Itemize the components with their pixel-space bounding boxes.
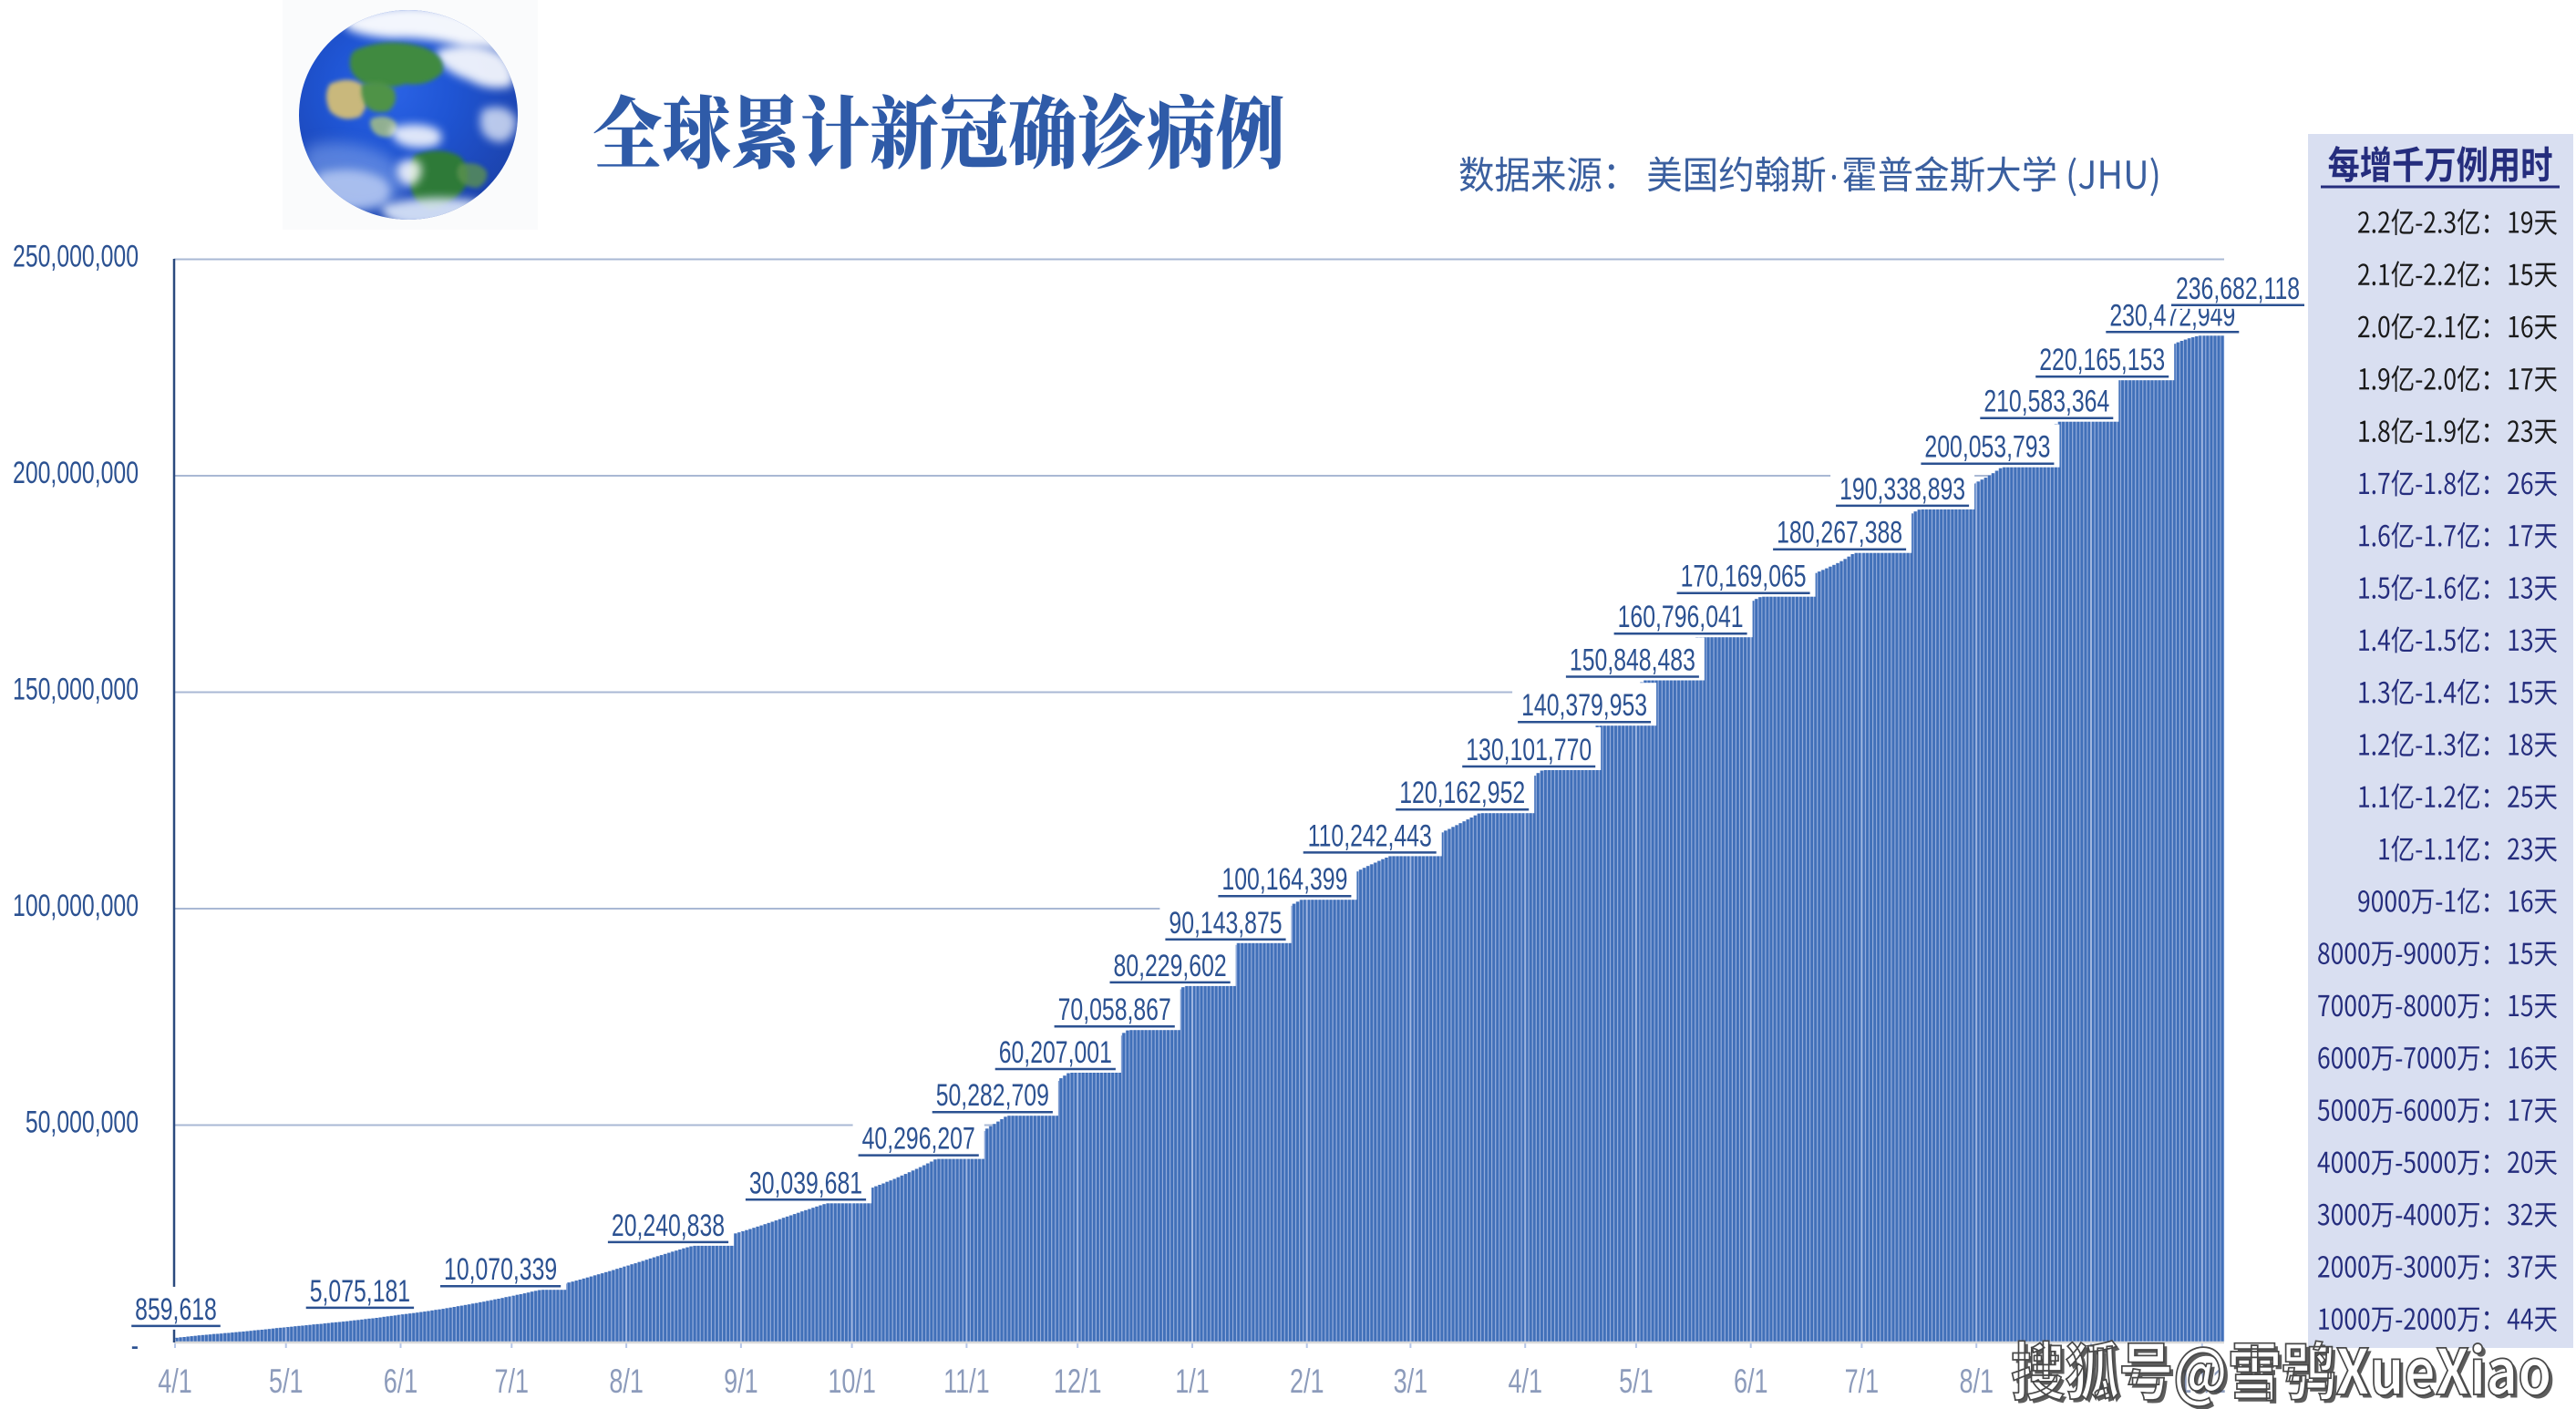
svg-text:5/1: 5/1	[1619, 1363, 1654, 1400]
svg-text:3/1: 3/1	[1394, 1363, 1428, 1400]
svg-text:5,075,181: 5,075,181	[310, 1274, 410, 1309]
svg-text:100,000,000: 100,000,000	[13, 889, 139, 923]
svg-text:200,000,000: 200,000,000	[13, 456, 139, 490]
svg-text:7/1: 7/1	[1845, 1363, 1880, 1400]
svg-text:140,379,953: 140,379,953	[1521, 689, 1647, 724]
svg-text:40,296,207: 40,296,207	[862, 1122, 975, 1157]
svg-text:60,207,001: 60,207,001	[999, 1035, 1112, 1070]
svg-text:2/1: 2/1	[1290, 1363, 1324, 1400]
svg-text:220,165,153: 220,165,153	[2039, 344, 2165, 378]
svg-text:5/1: 5/1	[269, 1363, 304, 1400]
svg-text:8/1: 8/1	[609, 1363, 644, 1400]
svg-text:20,240,838: 20,240,838	[612, 1208, 725, 1243]
svg-text:6/1: 6/1	[384, 1363, 418, 1400]
svg-text:180,267,388: 180,267,388	[1777, 516, 1902, 550]
svg-text:-: -	[131, 1329, 139, 1363]
svg-text:1/1: 1/1	[1175, 1363, 1210, 1400]
svg-text:50,000,000: 50,000,000	[26, 1106, 139, 1140]
svg-text:8/1: 8/1	[1959, 1363, 1994, 1400]
svg-text:160,796,041: 160,796,041	[1618, 601, 1744, 635]
svg-text:100,164,399: 100,164,399	[1221, 863, 1347, 898]
svg-text:190,338,893: 190,338,893	[1839, 472, 1965, 507]
svg-text:10/1: 10/1	[828, 1363, 876, 1400]
svg-text:4/1: 4/1	[158, 1363, 192, 1400]
svg-text:11/1: 11/1	[943, 1363, 990, 1400]
svg-text:10,070,339: 10,070,339	[444, 1253, 557, 1288]
svg-text:236,682,118: 236,682,118	[2176, 272, 2300, 306]
svg-text:9/1: 9/1	[724, 1363, 758, 1400]
svg-text:4/1: 4/1	[1508, 1363, 1542, 1400]
svg-text:110,242,443: 110,242,443	[1308, 819, 1432, 854]
svg-text:120,162,952: 120,162,952	[1399, 776, 1525, 811]
svg-text:50,282,709: 50,282,709	[936, 1079, 1049, 1114]
svg-text:200,053,793: 200,053,793	[1924, 430, 2050, 465]
svg-text:70,058,867: 70,058,867	[1058, 993, 1171, 1028]
svg-text:12/1: 12/1	[1054, 1363, 1102, 1400]
svg-text:80,229,602: 80,229,602	[1114, 949, 1227, 983]
svg-text:6/1: 6/1	[1734, 1363, 1768, 1400]
svg-text:859,618: 859,618	[135, 1292, 217, 1327]
svg-text:90,143,875: 90,143,875	[1169, 906, 1282, 941]
svg-text:150,000,000: 150,000,000	[13, 673, 139, 707]
svg-text:130,101,770: 130,101,770	[1466, 733, 1592, 767]
svg-text:30,039,681: 30,039,681	[749, 1167, 862, 1201]
svg-text:170,169,065: 170,169,065	[1681, 560, 1807, 594]
svg-text:250,000,000: 250,000,000	[13, 240, 139, 274]
svg-text:210,583,364: 210,583,364	[1984, 385, 2109, 419]
svg-text:150,848,483: 150,848,483	[1570, 643, 1695, 678]
svg-text:7/1: 7/1	[495, 1363, 530, 1400]
